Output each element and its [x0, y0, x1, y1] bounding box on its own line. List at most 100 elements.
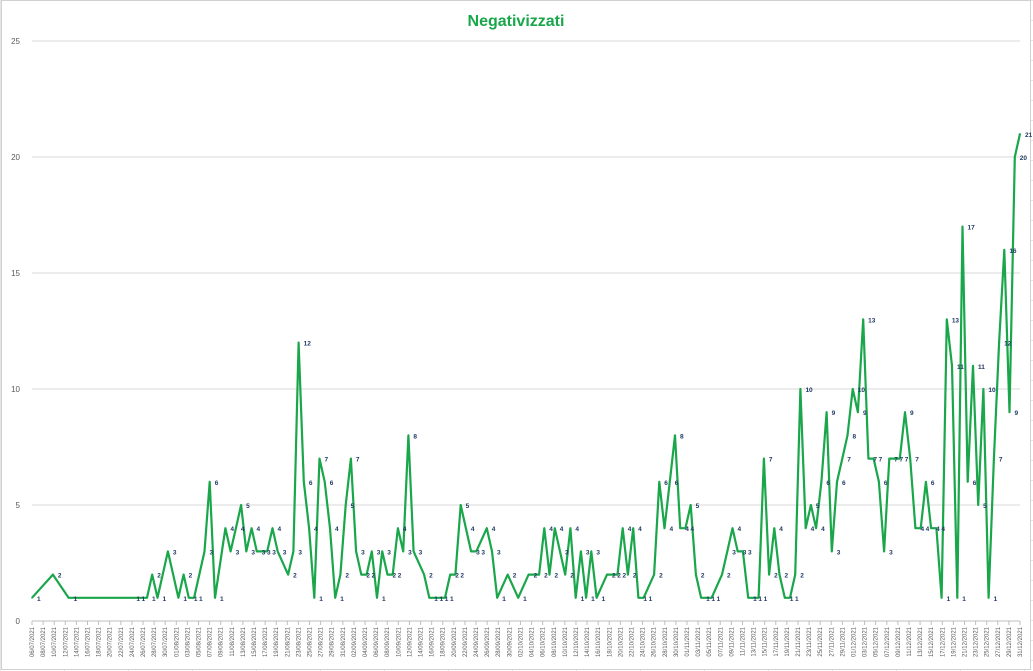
data-point — [553, 527, 556, 529]
x-tick-label: 12/10/2021 — [574, 626, 580, 657]
data-point — [747, 597, 749, 599]
data-label: 4 — [575, 526, 579, 533]
y-tick-label: 5 — [16, 501, 21, 510]
data-point — [742, 550, 744, 553]
y-tick-label: 0 — [16, 617, 21, 626]
data-point — [684, 527, 687, 529]
data-label: 4 — [638, 526, 642, 533]
data-point — [271, 527, 274, 529]
data-point — [700, 597, 702, 599]
x-tick-label: 14/07/2021 — [74, 626, 80, 657]
data-label: 2 — [513, 573, 517, 580]
data-point — [339, 573, 342, 576]
data-point — [465, 527, 467, 529]
data-point — [188, 597, 190, 599]
x-tick-label: 29/12/2021 — [1007, 626, 1013, 657]
data-point — [893, 457, 896, 460]
data-point — [773, 527, 776, 529]
data-point — [569, 527, 572, 529]
data-label: 5 — [246, 503, 250, 510]
data-label: 2 — [570, 573, 574, 580]
data-label: 1 — [142, 596, 146, 603]
data-point — [423, 573, 425, 576]
x-tick-label: 18/10/2021 — [607, 626, 613, 657]
data-point — [31, 597, 33, 599]
data-point — [224, 527, 227, 529]
data-point — [872, 457, 875, 460]
data-point — [308, 527, 310, 529]
data-label: 8 — [680, 433, 684, 440]
x-tick-label: 14/10/2021 — [585, 626, 591, 657]
data-point — [580, 550, 582, 553]
data-label: 1 — [764, 596, 768, 603]
x-tick-label: 16/09/2021 — [430, 626, 436, 657]
data-point — [564, 573, 567, 576]
data-label: 8 — [413, 433, 417, 440]
data-label: 2 — [659, 573, 663, 580]
data-point — [350, 457, 352, 460]
data-point — [637, 597, 640, 599]
x-tick-label: 27/12/2021 — [996, 626, 1002, 657]
data-label: 9 — [910, 410, 914, 417]
x-tick-label: 22/09/2021 — [463, 626, 469, 657]
data-label: 3 — [419, 549, 423, 556]
data-label: 1 — [643, 596, 647, 603]
data-point — [491, 550, 493, 553]
data-label: 2 — [617, 573, 621, 580]
data-label: 11 — [957, 364, 964, 371]
data-label: 12 — [304, 341, 312, 348]
data-label: 6 — [973, 480, 977, 487]
data-point — [412, 550, 415, 553]
x-tick-label: 30/09/2021 — [507, 626, 513, 657]
x-tick-label: 20/10/2021 — [618, 626, 624, 657]
data-label: 5 — [816, 503, 820, 510]
data-point — [815, 527, 817, 529]
data-point — [966, 481, 969, 483]
data-point — [1008, 411, 1011, 414]
data-label: 2 — [372, 573, 376, 580]
data-point — [972, 365, 974, 367]
x-tick-label: 28/07/2021 — [152, 626, 158, 657]
data-label: 1 — [717, 596, 721, 603]
data-label: 4 — [549, 526, 553, 533]
x-tick-label: 01/11/2021 — [685, 626, 691, 656]
data-label: 1 — [162, 596, 166, 603]
x-tick-label: 28/09/2021 — [496, 626, 502, 657]
data-label: 1 — [152, 596, 156, 603]
x-tick-label: 20/09/2021 — [452, 626, 458, 657]
data-point — [287, 573, 289, 576]
data-label: 6 — [215, 480, 219, 487]
data-point — [898, 457, 901, 460]
data-label: 2 — [622, 573, 626, 580]
x-tick-label: 24/09/2021 — [474, 626, 480, 657]
x-tick-label: 13/08/2021 — [241, 626, 247, 657]
data-point — [993, 457, 995, 460]
data-point — [470, 550, 472, 553]
data-label: 3 — [889, 549, 893, 556]
x-tick-label: 22/07/2021 — [119, 626, 125, 657]
data-label: 1 — [220, 596, 224, 603]
data-label: 4 — [241, 526, 245, 533]
data-point — [763, 457, 765, 460]
series-line-layer — [31, 133, 1022, 599]
x-tick-label: 25/11/2021 — [818, 626, 824, 656]
x-tick-label: 29/11/2021 — [840, 626, 846, 656]
data-point — [695, 573, 697, 576]
data-label: 3 — [732, 549, 736, 556]
data-point — [925, 481, 927, 483]
chart-title: Negativizzati — [468, 13, 565, 30]
data-point — [323, 481, 326, 483]
data-point — [668, 481, 671, 483]
data-point — [658, 481, 661, 483]
x-tick-label: 03/08/2021 — [185, 626, 191, 657]
x-tick-label: 31/08/2021 — [341, 626, 347, 657]
data-point — [292, 550, 295, 553]
data-label: 6 — [664, 480, 668, 487]
data-point — [689, 504, 692, 506]
data-label: 13 — [952, 317, 960, 324]
data-label: 2 — [366, 573, 370, 580]
data-label: 13 — [868, 317, 876, 324]
data-label: 9 — [832, 410, 836, 417]
